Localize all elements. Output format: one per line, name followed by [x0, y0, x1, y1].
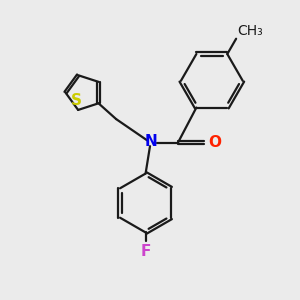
- Text: S: S: [71, 93, 82, 108]
- Text: F: F: [140, 244, 151, 259]
- Text: N: N: [145, 134, 158, 149]
- Text: O: O: [208, 135, 221, 150]
- Text: CH₃: CH₃: [237, 24, 263, 38]
